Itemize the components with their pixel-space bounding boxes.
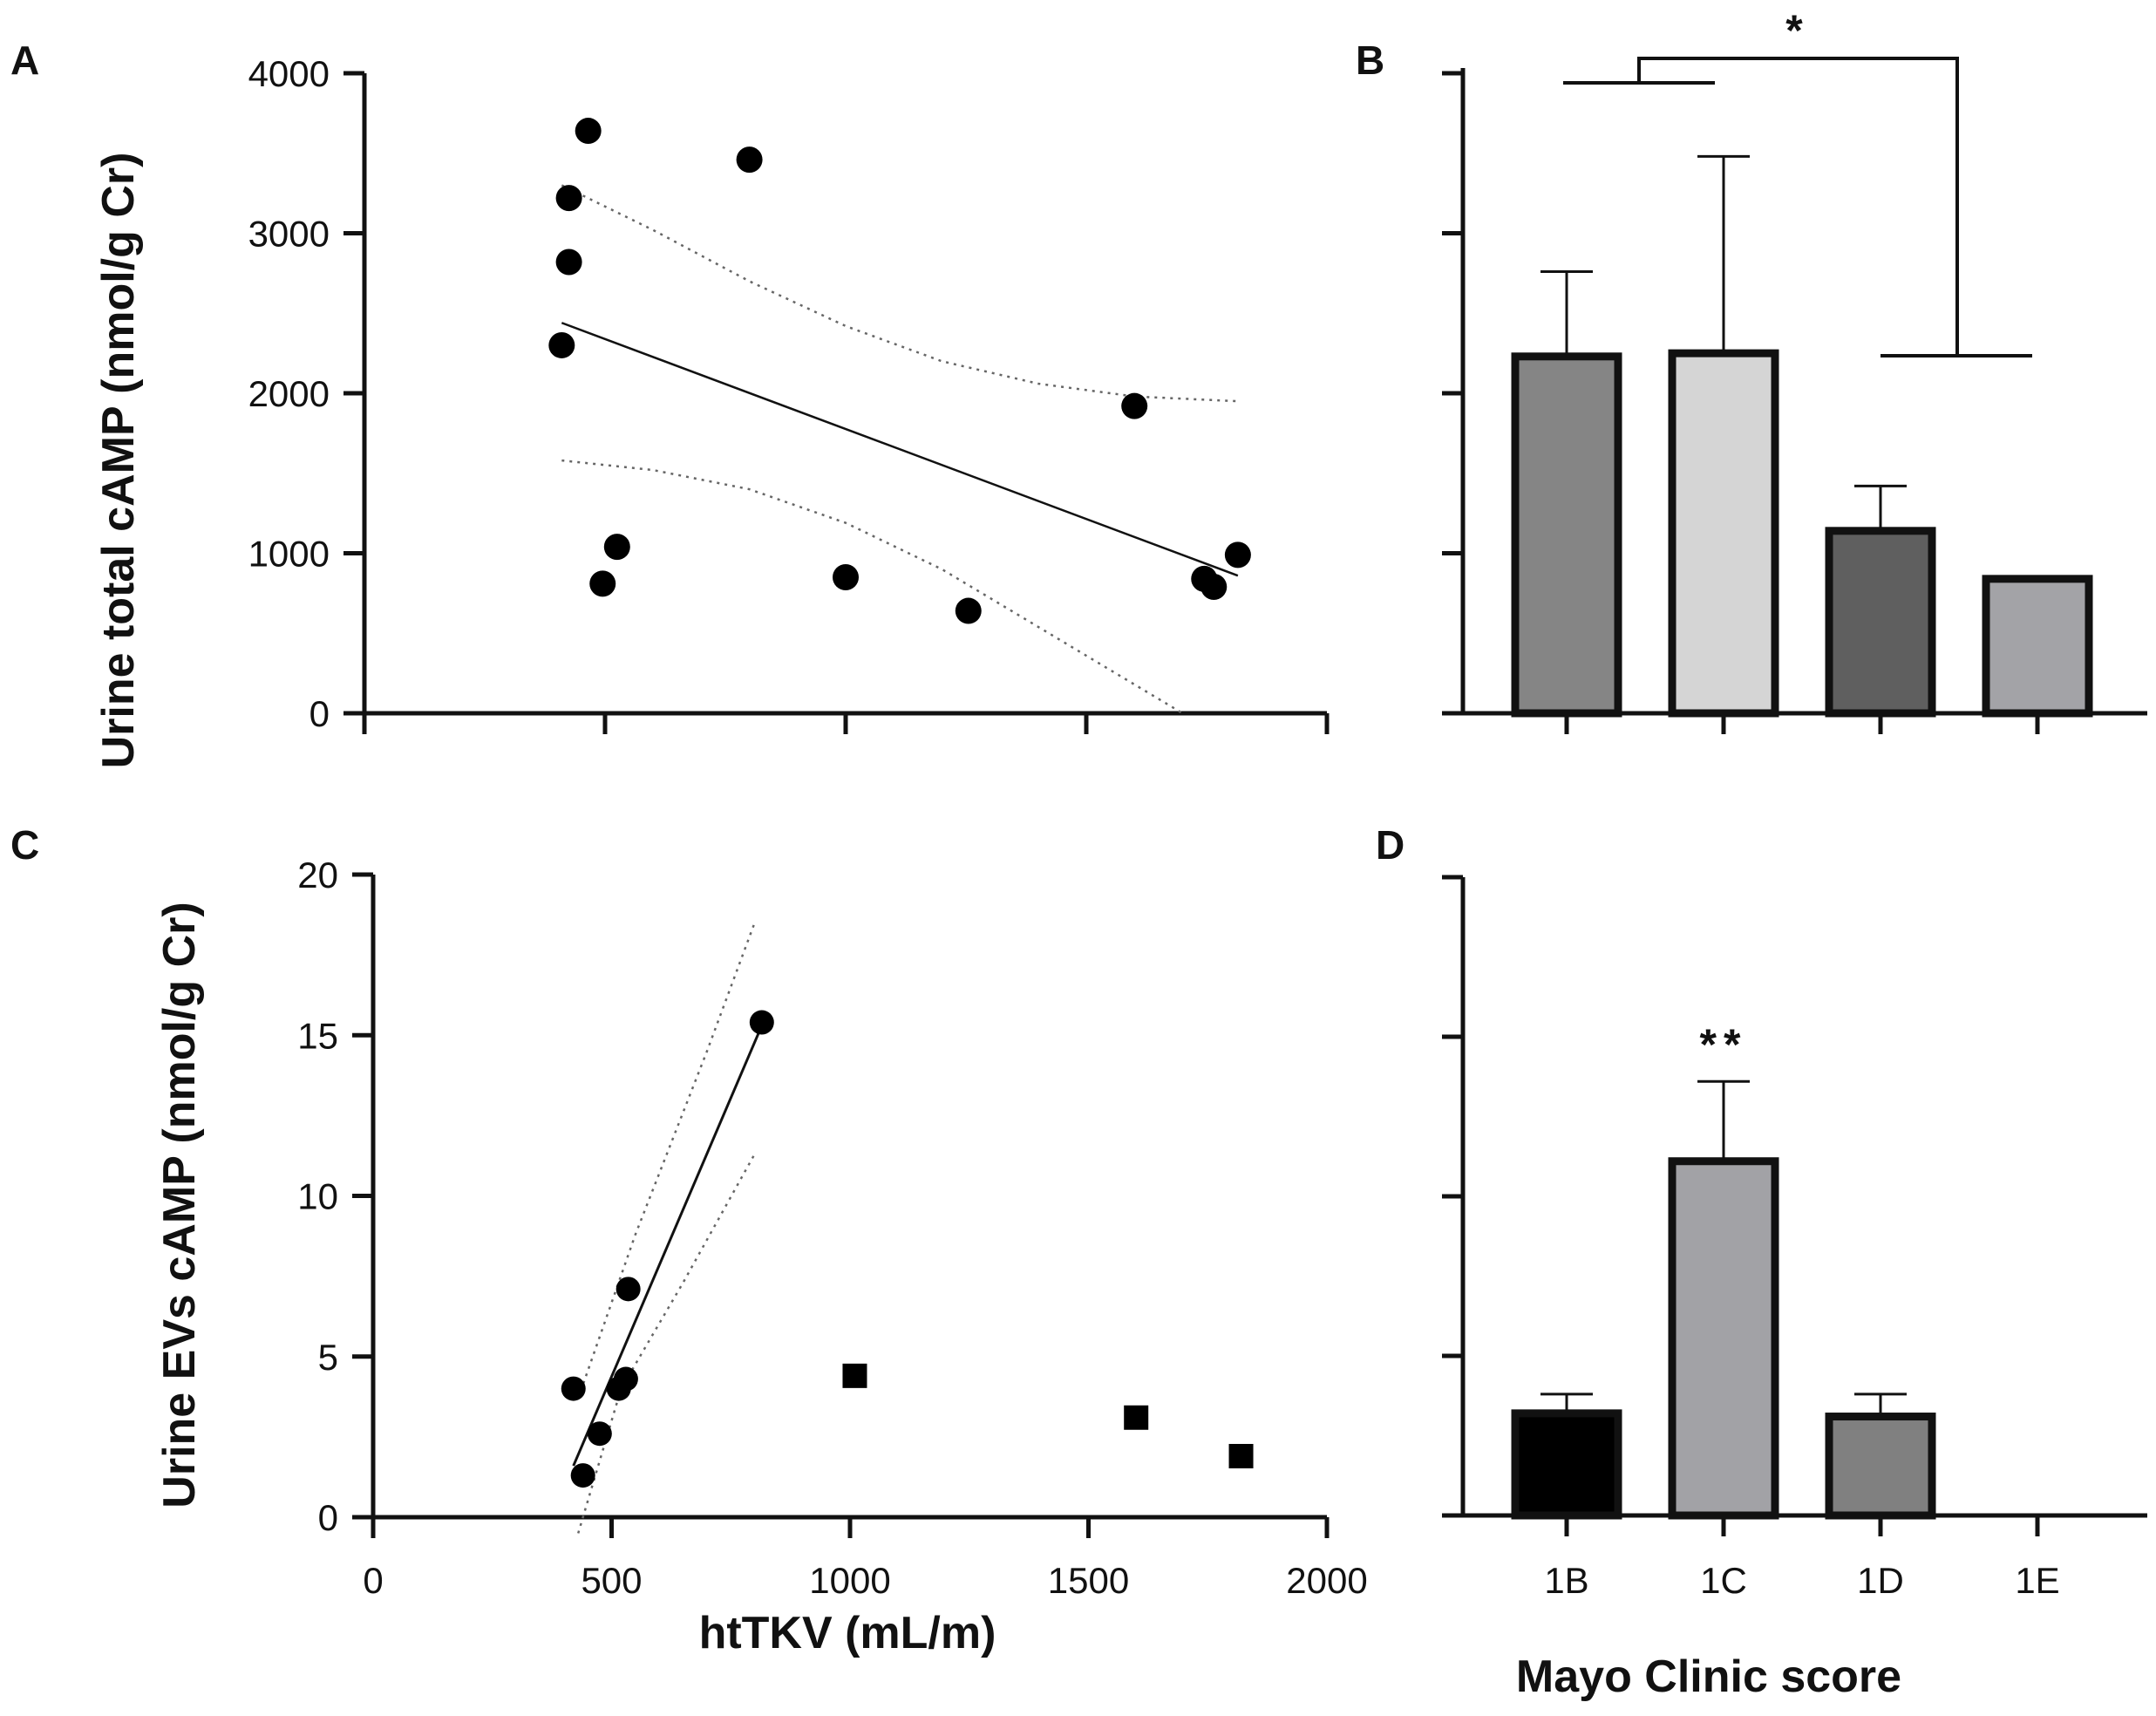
- panel-c-fit-line: [572, 1025, 764, 1467]
- panel-a-point: [1200, 574, 1228, 601]
- panel-c-ci-lower: [577, 1153, 756, 1534]
- panel-a-point: [1224, 541, 1251, 569]
- panel-c-x-tick-label: 1500: [1048, 1560, 1129, 1601]
- panel-a-y-tick-label: 3000: [248, 214, 330, 255]
- panel-a-y-tick-label: 1000: [248, 534, 330, 575]
- panel-c-point-square: [1228, 1443, 1254, 1468]
- panel-a-y-tick-label: 0: [309, 693, 330, 734]
- panel-d-xlabel: Mayo Clinic score: [1516, 1651, 1901, 1702]
- panel-d-x-tick-label: 1B: [1544, 1560, 1588, 1601]
- panel-a-point: [833, 564, 859, 591]
- panel-c-ylabel: Urine EVs cAMP (nmol/g Cr): [154, 902, 205, 1508]
- panel-b-significance: *: [1785, 6, 1803, 55]
- panel-c-y-tick-label: 0: [318, 1497, 338, 1538]
- panel-c-y-tick-label: 20: [297, 855, 338, 895]
- panel-a-fit-line: [561, 322, 1239, 577]
- panel-a-point: [736, 146, 763, 174]
- panel-c-x-tick-label: 2000: [1286, 1560, 1367, 1601]
- panel-c-point-circle: [749, 1010, 774, 1035]
- panel-b-bar-1E: [1982, 575, 2093, 718]
- panel-c-point-square: [842, 1363, 867, 1388]
- panel-b-bar-1B: [1511, 352, 1622, 718]
- panel-label-c: C: [10, 822, 39, 868]
- panel-a-point: [555, 185, 582, 212]
- panel-a-point: [555, 249, 582, 276]
- panel-c-ci-upper: [577, 922, 756, 1399]
- panel-b-bracket-connector: [1637, 57, 1959, 356]
- panel-label-d: D: [1376, 822, 1404, 868]
- panel-c-x-tick-label: 500: [581, 1560, 642, 1601]
- panel-d-bar-1D: [1825, 1413, 1936, 1520]
- panel-c-xlabel: htTKV (mL/m): [699, 1608, 996, 1658]
- panel-b-bar-chart: *: [1442, 6, 2147, 734]
- panel-c-point-square: [1124, 1405, 1149, 1430]
- panel-c-point-circle: [587, 1421, 612, 1447]
- panel-c-point-circle: [613, 1366, 638, 1392]
- panel-c-point-circle: [561, 1376, 586, 1401]
- panel-label-b: B: [1356, 37, 1384, 83]
- panel-c-y-tick-label: 15: [297, 1015, 338, 1056]
- panel-b-bar-1C: [1668, 349, 1779, 718]
- panel-a-point: [589, 570, 616, 597]
- panel-d-bar-1B: [1511, 1409, 1622, 1520]
- panel-d-x-tick-label: 1C: [1700, 1560, 1747, 1601]
- panel-c-x-tick-label: 0: [363, 1560, 383, 1601]
- panel-c-y-tick-label: 10: [297, 1176, 338, 1217]
- panel-a-point: [955, 597, 982, 624]
- panel-a-y-tick-label: 4000: [248, 53, 330, 94]
- panel-a-point: [1121, 392, 1148, 419]
- panel-label-a: A: [10, 37, 39, 83]
- panel-a-point: [548, 331, 575, 358]
- panel-d-significance: **: [1700, 1020, 1748, 1069]
- panel-a-ci-upper: [561, 184, 1238, 403]
- panel-a-y-tick-label: 2000: [248, 373, 330, 414]
- panel-c-scatter: 0 500 1000 1500 2000 0 5 10 15 20: [297, 855, 1367, 1601]
- panel-a-scatter: 0 1000 2000 3000 4000: [248, 53, 1330, 734]
- panel-d-x-tick-label: 1E: [2015, 1560, 2059, 1601]
- panel-c-point-circle: [570, 1463, 595, 1488]
- panel-a-point: [603, 534, 630, 561]
- panel-a-point: [575, 118, 602, 145]
- panel-c-x-tick-label: 1000: [809, 1560, 890, 1601]
- panel-d-bar-1C: [1668, 1157, 1779, 1520]
- panel-b-bar-1D: [1825, 527, 1936, 718]
- panel-c-point-circle: [616, 1277, 641, 1302]
- panel-d-bar-chart: 1B 1C 1D 1E **: [1442, 875, 2147, 1601]
- panel-d-x-tick-label: 1D: [1857, 1560, 1904, 1601]
- panel-c-y-tick-label: 5: [318, 1337, 338, 1378]
- panel-a-ci-lower: [561, 459, 1184, 715]
- panel-a-ylabel: Urine total cAMP (nmol/g Cr): [93, 153, 144, 769]
